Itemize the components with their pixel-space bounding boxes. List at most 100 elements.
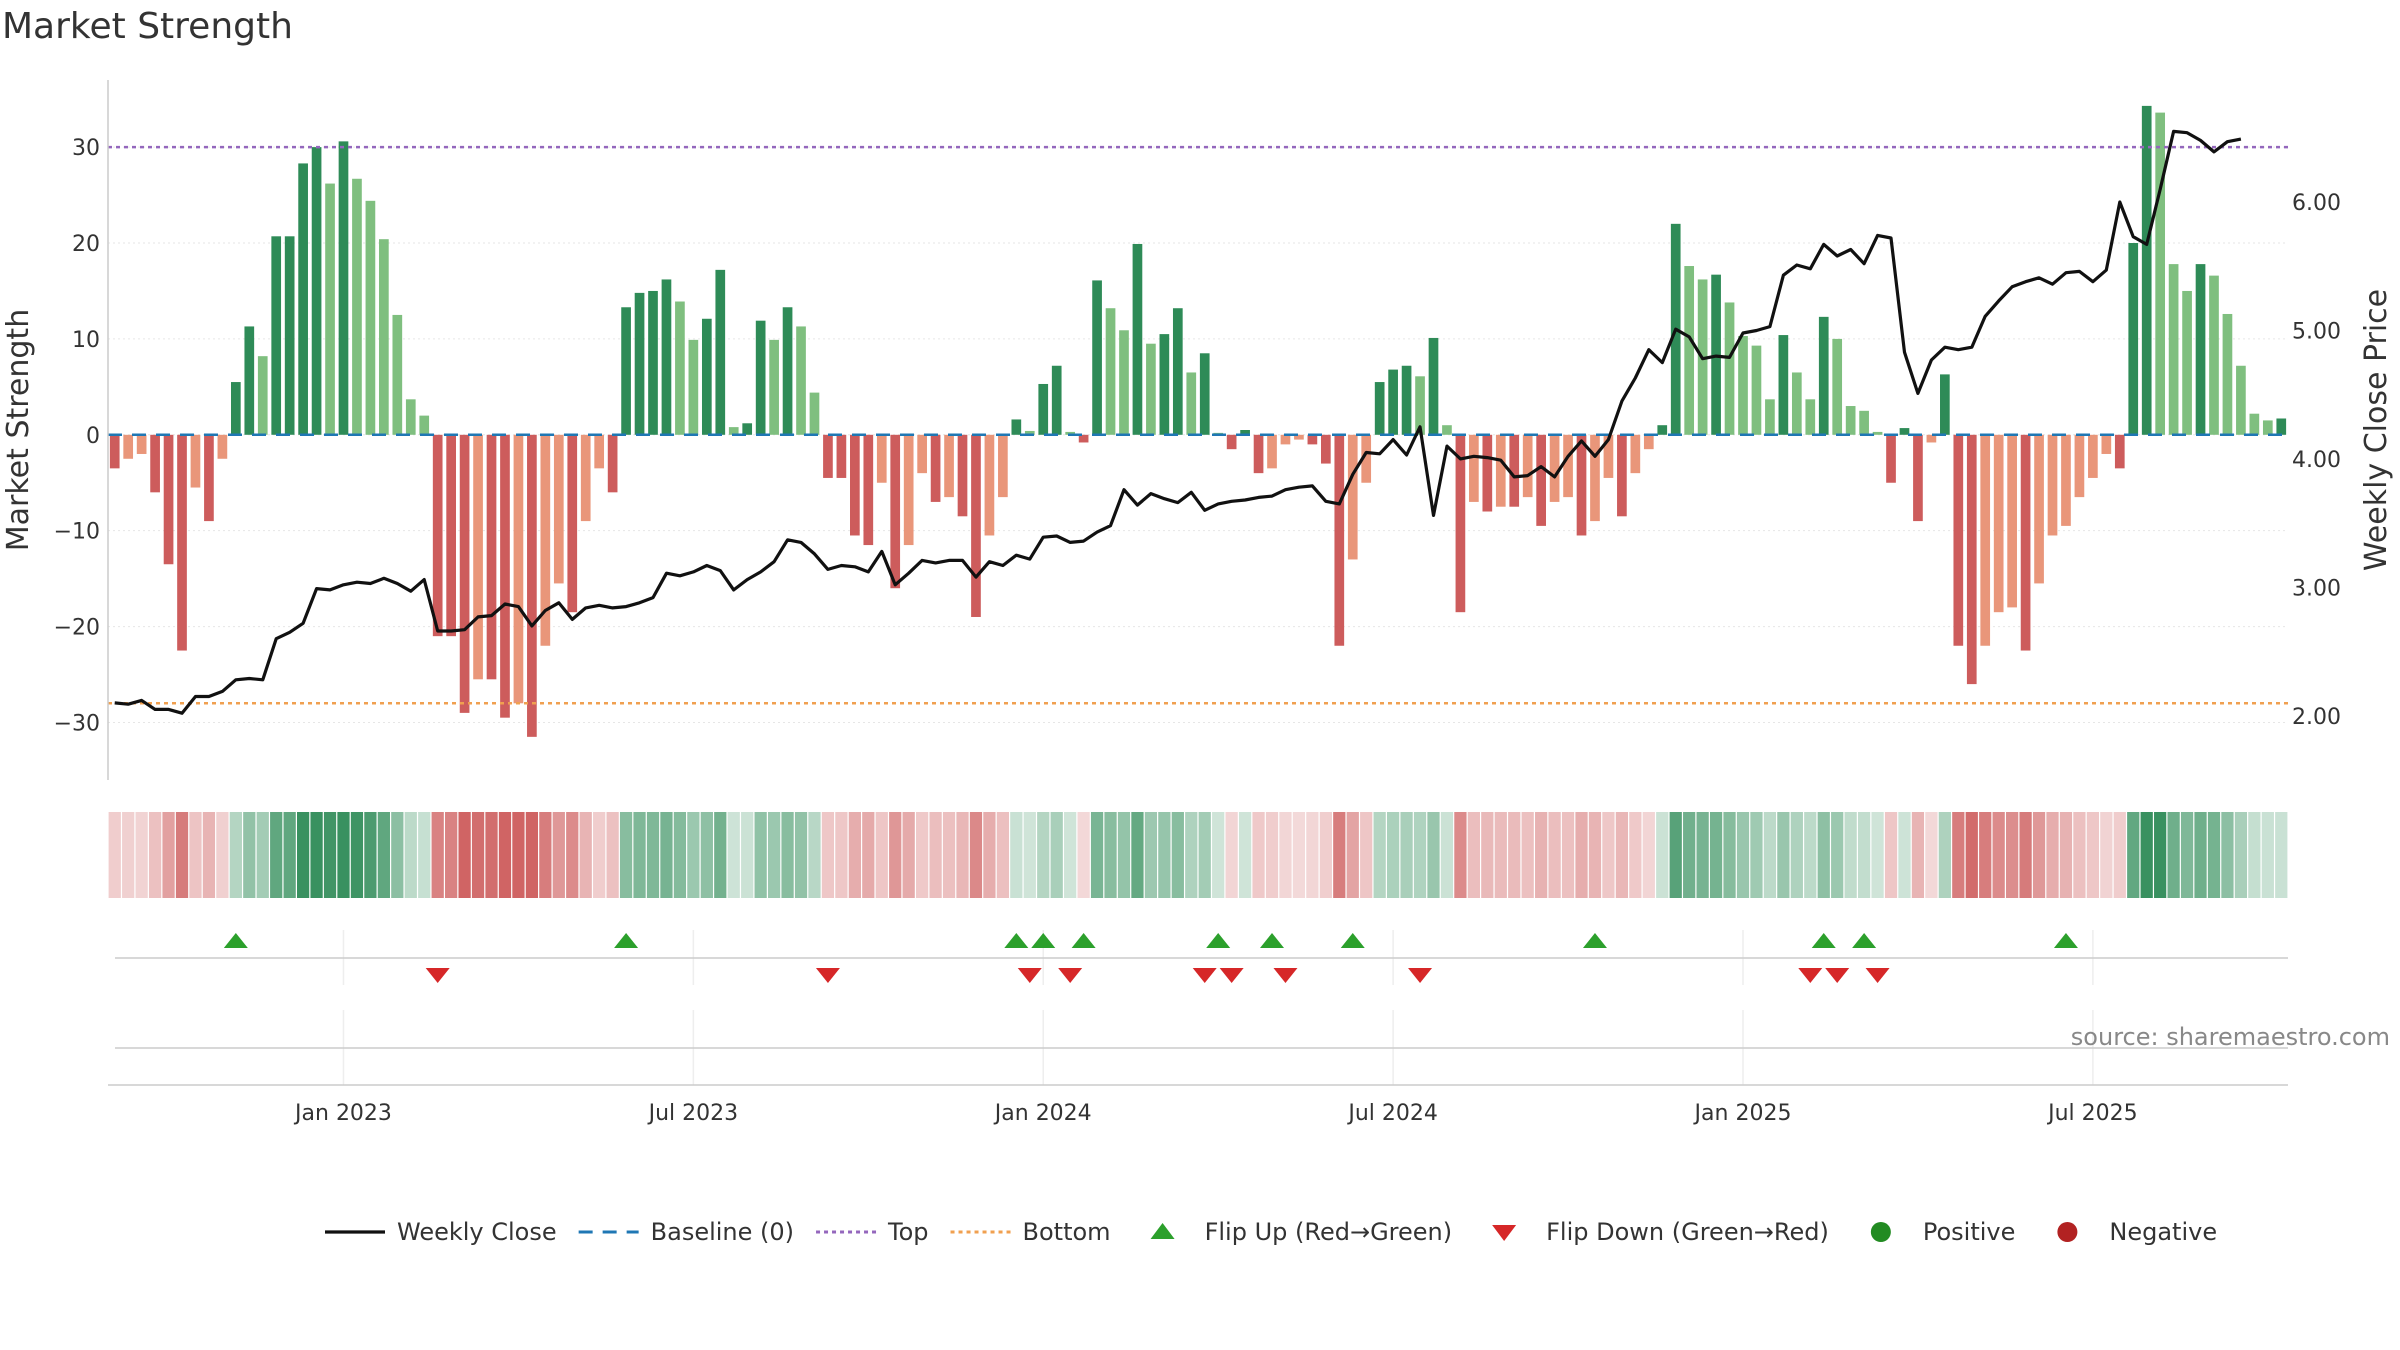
- heat-cell: [2032, 812, 2046, 898]
- heat-strip: [108, 812, 2288, 898]
- heat-cell: [471, 812, 485, 898]
- strength-bar: [1818, 316, 1829, 435]
- heat-cell: [1144, 812, 1158, 898]
- heat-cell: [1992, 812, 2005, 898]
- strength-bar: [473, 434, 483, 680]
- strength-bar: [109, 434, 120, 469]
- heat-cell: [1736, 812, 1750, 898]
- heat-cell: [122, 812, 135, 898]
- heat-cell: [108, 812, 121, 898]
- strength-bar: [419, 415, 430, 435]
- heat-cell: [216, 812, 229, 898]
- heat-cell: [2046, 812, 2059, 898]
- strength-bar: [2007, 434, 2017, 608]
- strength-bar: [338, 141, 349, 435]
- heat-cell: [1965, 812, 1978, 898]
- strength-bar: [446, 434, 456, 637]
- heat-cell: [687, 812, 700, 898]
- flip-up-marker: [1340, 933, 1365, 948]
- strength-bar: [2249, 413, 2260, 435]
- heat-cell: [1023, 812, 1036, 898]
- x-tick-label: Jan 2024: [993, 1101, 1092, 1126]
- strength-bar: [2088, 434, 2098, 478]
- strength-bar: [459, 434, 470, 713]
- heat-cell: [875, 812, 888, 898]
- heat-cell: [337, 812, 350, 898]
- heat-cell: [646, 812, 660, 898]
- heat-cell: [418, 812, 431, 898]
- heat-cell: [539, 812, 552, 898]
- strength-bar: [311, 147, 322, 435]
- heat-cell: [1171, 812, 1184, 898]
- y-tick-label: −20: [54, 616, 100, 641]
- flip-down-marker: [1219, 968, 1244, 983]
- strength-bar: [1334, 434, 1345, 646]
- strength-bar: [1522, 434, 1533, 498]
- flip-down-marker: [1798, 968, 1823, 983]
- x-tick-label: Jul 2024: [1346, 1101, 1438, 1126]
- flip-down-marker: [1408, 968, 1433, 983]
- strength-bar: [971, 434, 981, 617]
- strength-bar: [1294, 434, 1304, 440]
- heat-cell: [2207, 812, 2221, 898]
- strength-bar: [1684, 266, 1695, 435]
- strength-bar: [2141, 105, 2152, 435]
- strength-bar: [930, 434, 941, 502]
- chart-title: Market Strength: [2, 6, 293, 47]
- strength-bar: [742, 423, 753, 435]
- strength-bar: [1482, 434, 1493, 512]
- strength-bar: [2195, 264, 2206, 435]
- legend-label-flip-up: Flip Up (Red→Green): [1205, 1218, 1453, 1246]
- strength-bar: [2168, 264, 2179, 435]
- strength-bar: [2128, 243, 2139, 435]
- heat-cell: [1615, 812, 1629, 898]
- heat-cell: [1521, 812, 1534, 898]
- strength-bar: [1172, 308, 1183, 435]
- legend-label-baseline: Baseline (0): [651, 1218, 794, 1246]
- strength-bar: [486, 434, 497, 680]
- heat-cell: [525, 812, 539, 898]
- strength-bar: [1940, 374, 1950, 435]
- heat-cell: [485, 812, 498, 898]
- heat-cell: [1629, 812, 1642, 898]
- flip-up-marker: [1260, 933, 1285, 948]
- heat-cell: [2275, 812, 2288, 898]
- strength-bar: [1347, 434, 1358, 560]
- heat-cell: [1508, 812, 1521, 898]
- strength-bar: [1186, 372, 1197, 435]
- strength-bar: [1765, 399, 1775, 435]
- strength-bar: [2061, 434, 2071, 526]
- strength-bar: [1267, 434, 1277, 469]
- heat-cell: [1871, 812, 1884, 898]
- strength-bar: [984, 434, 995, 536]
- legend-label-flip-down: Flip Down (Green→Red): [1546, 1218, 1829, 1246]
- heat-cell: [1831, 812, 1844, 898]
- y2-tick-label: 2.00: [2292, 705, 2341, 730]
- strength-bar: [230, 382, 241, 435]
- strength-bar: [1724, 302, 1735, 435]
- strength-bar: [1146, 343, 1156, 435]
- strength-bar: [594, 434, 605, 469]
- heat-cell: [1763, 812, 1777, 898]
- strength-bar: [1509, 434, 1520, 507]
- heat-cell: [1844, 812, 1857, 898]
- heat-cell: [808, 812, 821, 898]
- strength-bar: [1845, 406, 1856, 435]
- legend: Weekly Close Baseline (0) Top Bottom Flip Up…: [325, 1218, 2217, 1246]
- x-tick-label: Jul 2025: [2046, 1101, 2138, 1126]
- strength-bar: [1065, 431, 1076, 435]
- flip-up-marker: [223, 933, 248, 948]
- y2-tick-label: 6.00: [2292, 191, 2341, 216]
- strength-bar: [580, 434, 591, 522]
- flip-up-marker: [1071, 933, 1096, 948]
- strength-bar: [917, 434, 927, 474]
- heat-cell: [512, 812, 525, 898]
- heat-cell: [1979, 812, 1992, 898]
- reference-lines: [108, 145, 2288, 705]
- strength-bar: [2262, 420, 2273, 435]
- heat-cell: [1575, 812, 1588, 898]
- heat-cell: [942, 812, 956, 898]
- heat-cell: [1467, 812, 1480, 898]
- heat-cell: [1548, 812, 1561, 898]
- heat-cell: [1642, 812, 1655, 898]
